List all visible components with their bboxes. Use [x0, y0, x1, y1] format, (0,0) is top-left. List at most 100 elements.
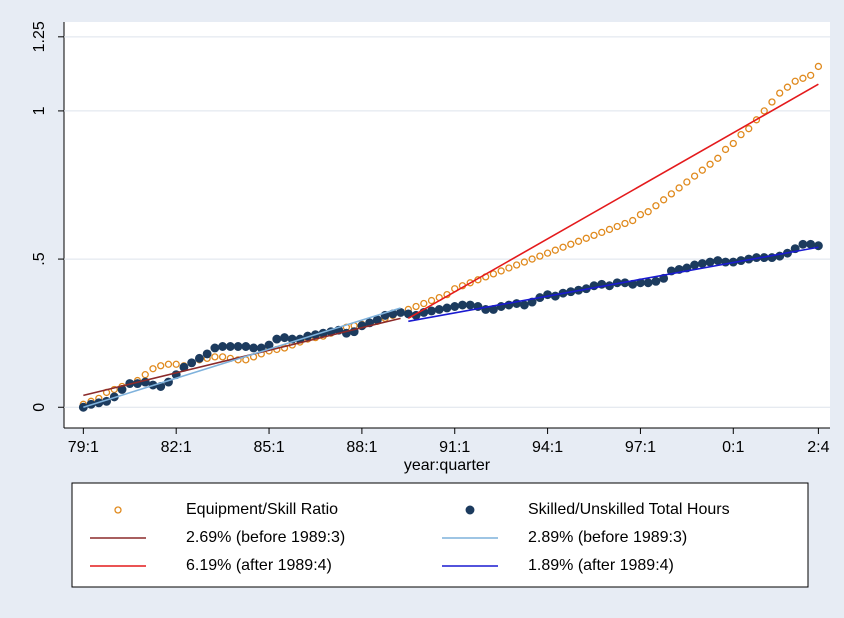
- marker: [807, 71, 815, 79]
- marker: [644, 208, 652, 216]
- marker: [172, 360, 180, 368]
- marker: [396, 307, 406, 317]
- marker: [210, 343, 220, 353]
- marker: [427, 296, 436, 305]
- marker: [280, 333, 289, 343]
- legend-label: 2.69% (before 1989:3): [186, 529, 345, 546]
- y-tick-label: 0: [31, 403, 48, 412]
- marker: [187, 358, 197, 368]
- x-tick-label: 97:1: [625, 439, 656, 456]
- marker: [249, 343, 259, 353]
- marker: [225, 342, 235, 351]
- marker: [675, 184, 683, 192]
- marker: [497, 267, 505, 275]
- marker: [659, 196, 668, 204]
- marker: [690, 172, 699, 180]
- marker: [427, 306, 436, 316]
- marker: [783, 83, 792, 91]
- marker: [559, 243, 567, 251]
- fit-line: [407, 83, 819, 320]
- x-axis-title: year:quarter: [404, 457, 491, 474]
- marker: [752, 116, 761, 124]
- marker: [272, 334, 282, 344]
- marker: [806, 239, 816, 249]
- marker: [574, 237, 583, 245]
- x-tick-label: 85:1: [253, 439, 284, 456]
- marker: [814, 62, 823, 71]
- marker: [652, 202, 660, 210]
- legend-key: [465, 505, 475, 515]
- marker: [194, 353, 204, 363]
- marker: [157, 362, 165, 370]
- marker: [745, 125, 753, 133]
- marker: [149, 365, 157, 373]
- marker: [505, 264, 513, 272]
- marker: [519, 300, 529, 310]
- marker: [613, 222, 621, 231]
- marker: [412, 302, 420, 311]
- marker: [683, 178, 691, 186]
- marker: [458, 300, 467, 310]
- marker: [434, 305, 444, 314]
- marker: [605, 225, 614, 234]
- marker: [241, 342, 251, 351]
- marker: [465, 300, 475, 310]
- marker: [799, 74, 807, 82]
- marker: [211, 353, 219, 361]
- marker: [629, 216, 637, 225]
- y-tick-label: 1: [31, 106, 48, 115]
- legend-box: [71, 482, 809, 588]
- marker: [567, 240, 575, 248]
- marker: [598, 228, 606, 237]
- legend-label: 6.19% (after 1989:4): [186, 557, 332, 574]
- x-tick-label: 91:1: [439, 439, 470, 456]
- y-tick-label: 1.25: [31, 21, 48, 52]
- marker: [690, 260, 700, 270]
- x-tick-label: 2:4: [807, 439, 829, 456]
- marker: [713, 256, 723, 266]
- marker: [791, 77, 799, 85]
- legend-key: [114, 506, 122, 514]
- marker: [450, 302, 460, 311]
- marker: [698, 166, 706, 174]
- marker: [729, 139, 737, 148]
- marker: [621, 219, 629, 228]
- marker: [582, 234, 590, 242]
- marker: [721, 145, 730, 154]
- marker: [667, 190, 676, 198]
- x-tick-label: 82:1: [161, 439, 192, 456]
- marker: [218, 342, 228, 351]
- marker: [218, 353, 227, 361]
- marker: [768, 98, 776, 106]
- marker: [442, 303, 452, 313]
- y-tick-label: .5: [31, 252, 48, 265]
- marker: [233, 342, 243, 351]
- marker: [737, 130, 745, 139]
- marker: [714, 154, 722, 162]
- x-tick-label: 88:1: [346, 439, 377, 456]
- marker: [798, 239, 808, 249]
- fit-line: [408, 246, 819, 323]
- marker: [520, 258, 529, 266]
- marker: [420, 299, 428, 308]
- marker: [512, 261, 521, 269]
- legend-label: 2.89% (before 1989:3): [528, 529, 687, 546]
- marker: [528, 255, 536, 263]
- x-tick-label: 0:1: [722, 439, 744, 456]
- marker: [651, 276, 661, 286]
- marker: [489, 270, 498, 278]
- marker: [776, 89, 784, 97]
- marker: [636, 210, 645, 219]
- marker: [466, 279, 474, 287]
- marker: [760, 107, 768, 115]
- marker: [372, 315, 382, 325]
- marker: [706, 160, 714, 168]
- marker: [202, 349, 212, 359]
- marker: [551, 246, 559, 254]
- marker: [164, 360, 173, 368]
- marker: [705, 257, 715, 267]
- legend-label: 1.89% (after 1989:4): [528, 557, 674, 574]
- legend-label: Equipment/Skill Ratio: [186, 501, 338, 518]
